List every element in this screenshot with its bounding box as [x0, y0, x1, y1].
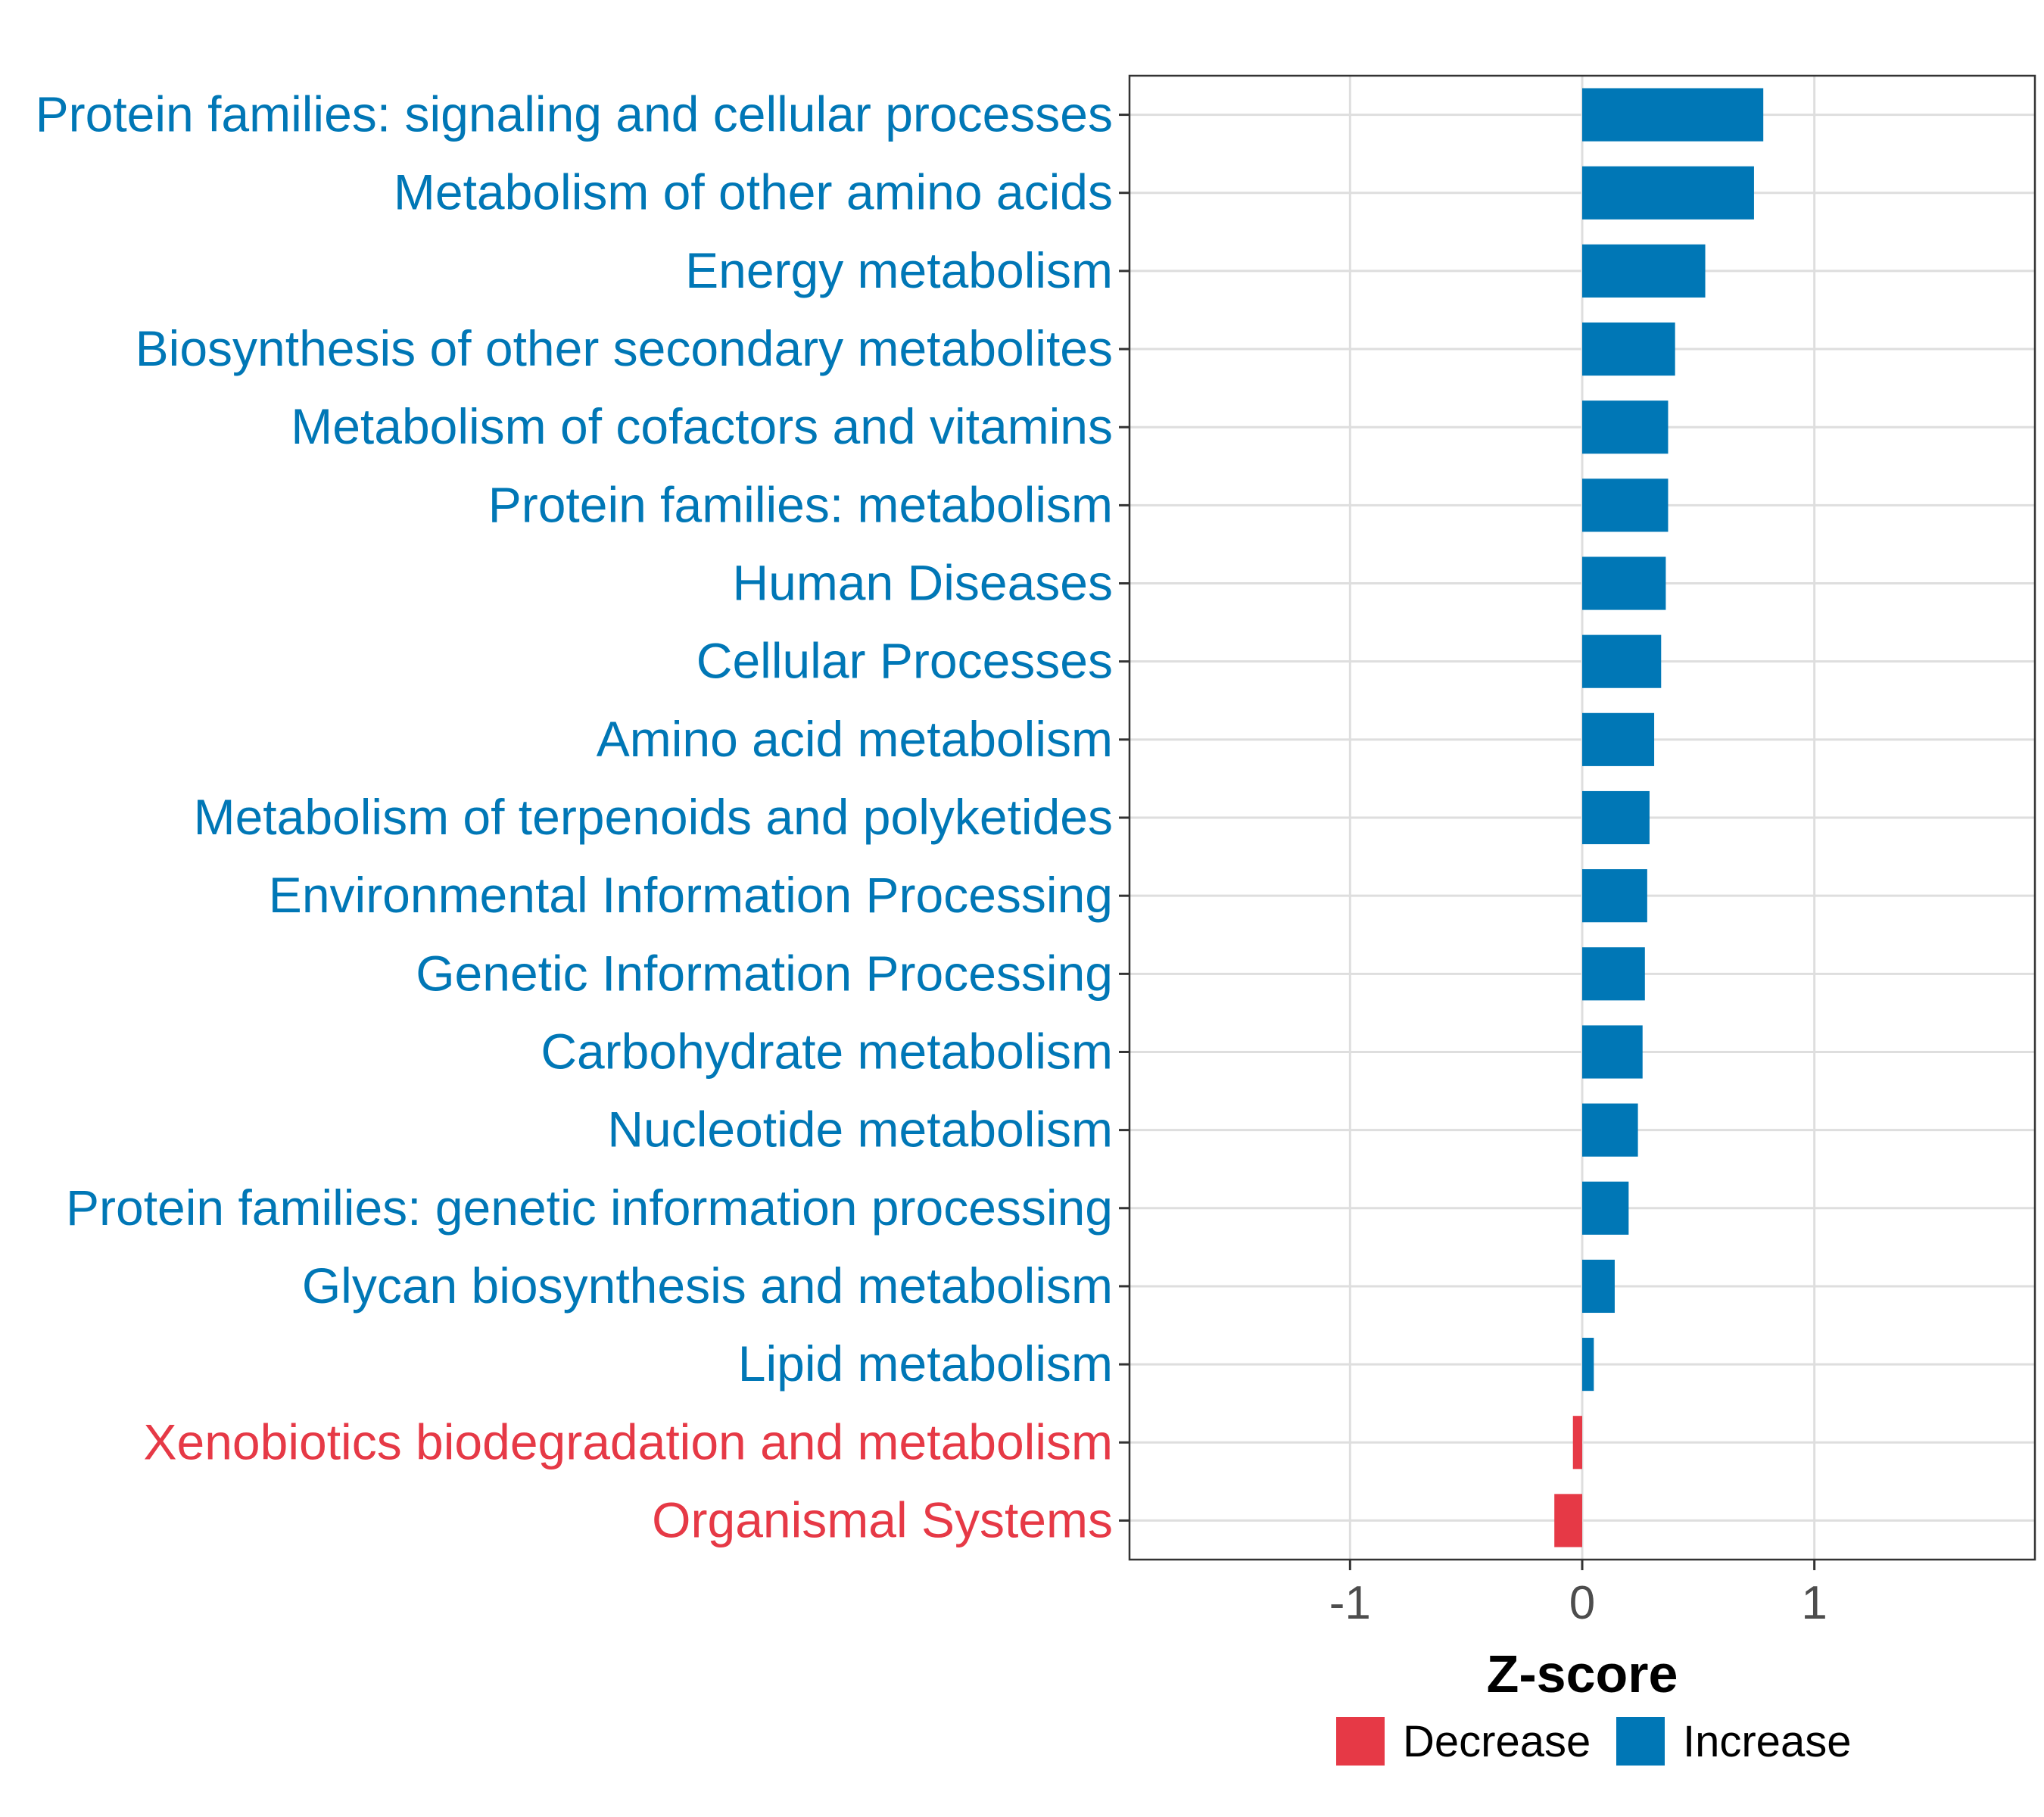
category-label: Lipid metabolism — [738, 1335, 1113, 1392]
bar — [1582, 869, 1647, 923]
legend-label-increase: Increase — [1683, 1717, 1851, 1766]
bar — [1582, 556, 1666, 610]
legend-swatch-decrease — [1336, 1717, 1385, 1766]
bar — [1582, 400, 1669, 454]
category-label: Amino acid metabolism — [597, 711, 1113, 767]
x-axis-title: Z-score — [1487, 1644, 1678, 1703]
bar — [1582, 478, 1669, 532]
bar — [1582, 244, 1706, 298]
bar — [1582, 166, 1754, 220]
category-label: Xenobiotics biodegradation and metabolis… — [144, 1413, 1114, 1469]
category-label: Protein families: signaling and cellular… — [36, 86, 1113, 142]
bar — [1582, 1025, 1643, 1079]
x-tick-label: -1 — [1329, 1577, 1371, 1629]
bar — [1572, 1416, 1582, 1469]
bar — [1554, 1494, 1582, 1547]
bar — [1582, 1259, 1615, 1314]
bar — [1582, 1338, 1594, 1392]
category-label: Genetic Information Processing — [416, 945, 1113, 1001]
category-label: Protein families: genetic information pr… — [66, 1180, 1113, 1236]
category-label: Nucleotide metabolism — [607, 1102, 1113, 1158]
x-tick-label: 1 — [1801, 1577, 1827, 1629]
category-label: Carbohydrate metabolism — [541, 1023, 1113, 1079]
category-label: Glycan biosynthesis and metabolism — [302, 1258, 1113, 1314]
category-label: Energy metabolism — [685, 242, 1113, 298]
bar — [1582, 634, 1662, 688]
bar — [1582, 88, 1764, 142]
category-label: Environmental Information Processing — [269, 867, 1113, 923]
bar — [1582, 1181, 1629, 1235]
y-axis-labels: Protein families: signaling and cellular… — [36, 86, 1113, 1548]
bar — [1582, 322, 1675, 376]
x-axis-ticks: -1 0 1 — [1329, 1560, 1827, 1629]
bar — [1582, 947, 1645, 1001]
legend: Decrease Increase — [1336, 1717, 1851, 1766]
bar — [1582, 790, 1650, 845]
category-label: Human Diseases — [732, 555, 1113, 611]
legend-swatch-increase — [1616, 1717, 1665, 1766]
category-label: Protein families: metabolism — [488, 476, 1113, 532]
y-axis-ticks — [1119, 114, 1129, 1522]
legend-label-decrease: Decrease — [1403, 1717, 1591, 1766]
bar — [1582, 712, 1655, 766]
x-tick-label: 0 — [1569, 1577, 1595, 1629]
category-label: Metabolism of cofactors and vitamins — [291, 398, 1113, 454]
category-label: Cellular Processes — [696, 633, 1113, 689]
bars — [1554, 88, 1764, 1547]
category-label: Organismal Systems — [652, 1491, 1113, 1547]
category-label: Biosynthesis of other secondary metaboli… — [136, 320, 1113, 376]
category-label: Metabolism of other amino acids — [394, 164, 1113, 220]
category-label: Metabolism of terpenoids and polyketides — [194, 789, 1113, 845]
bar — [1582, 1103, 1638, 1157]
